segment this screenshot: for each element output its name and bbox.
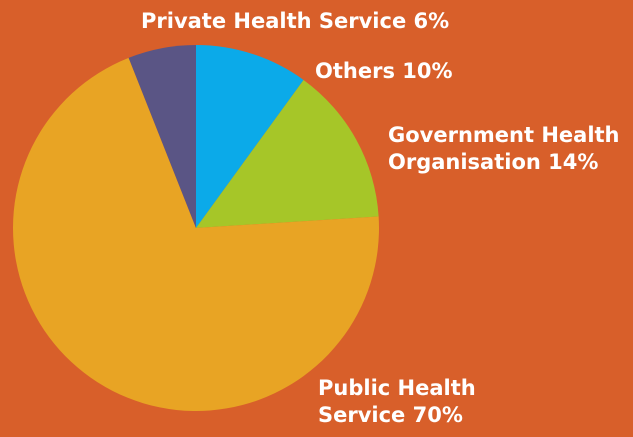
pie-slice-public-health-service-70	[12, 57, 379, 412]
pie-slice-government-health-organisation-14	[196, 79, 379, 228]
slice-label-public-health-service: Public Health Service 70%	[318, 376, 476, 427]
slice-label-others: Others 10%	[315, 59, 453, 83]
pie-slice-others-10	[196, 45, 304, 228]
pie-slice-private-health-service-6	[128, 45, 196, 228]
slice-label-private-health-service: Private Health Service 6%	[141, 9, 450, 33]
slice-label-government-health-organisation: Government Health Organisation 14%	[388, 123, 620, 174]
